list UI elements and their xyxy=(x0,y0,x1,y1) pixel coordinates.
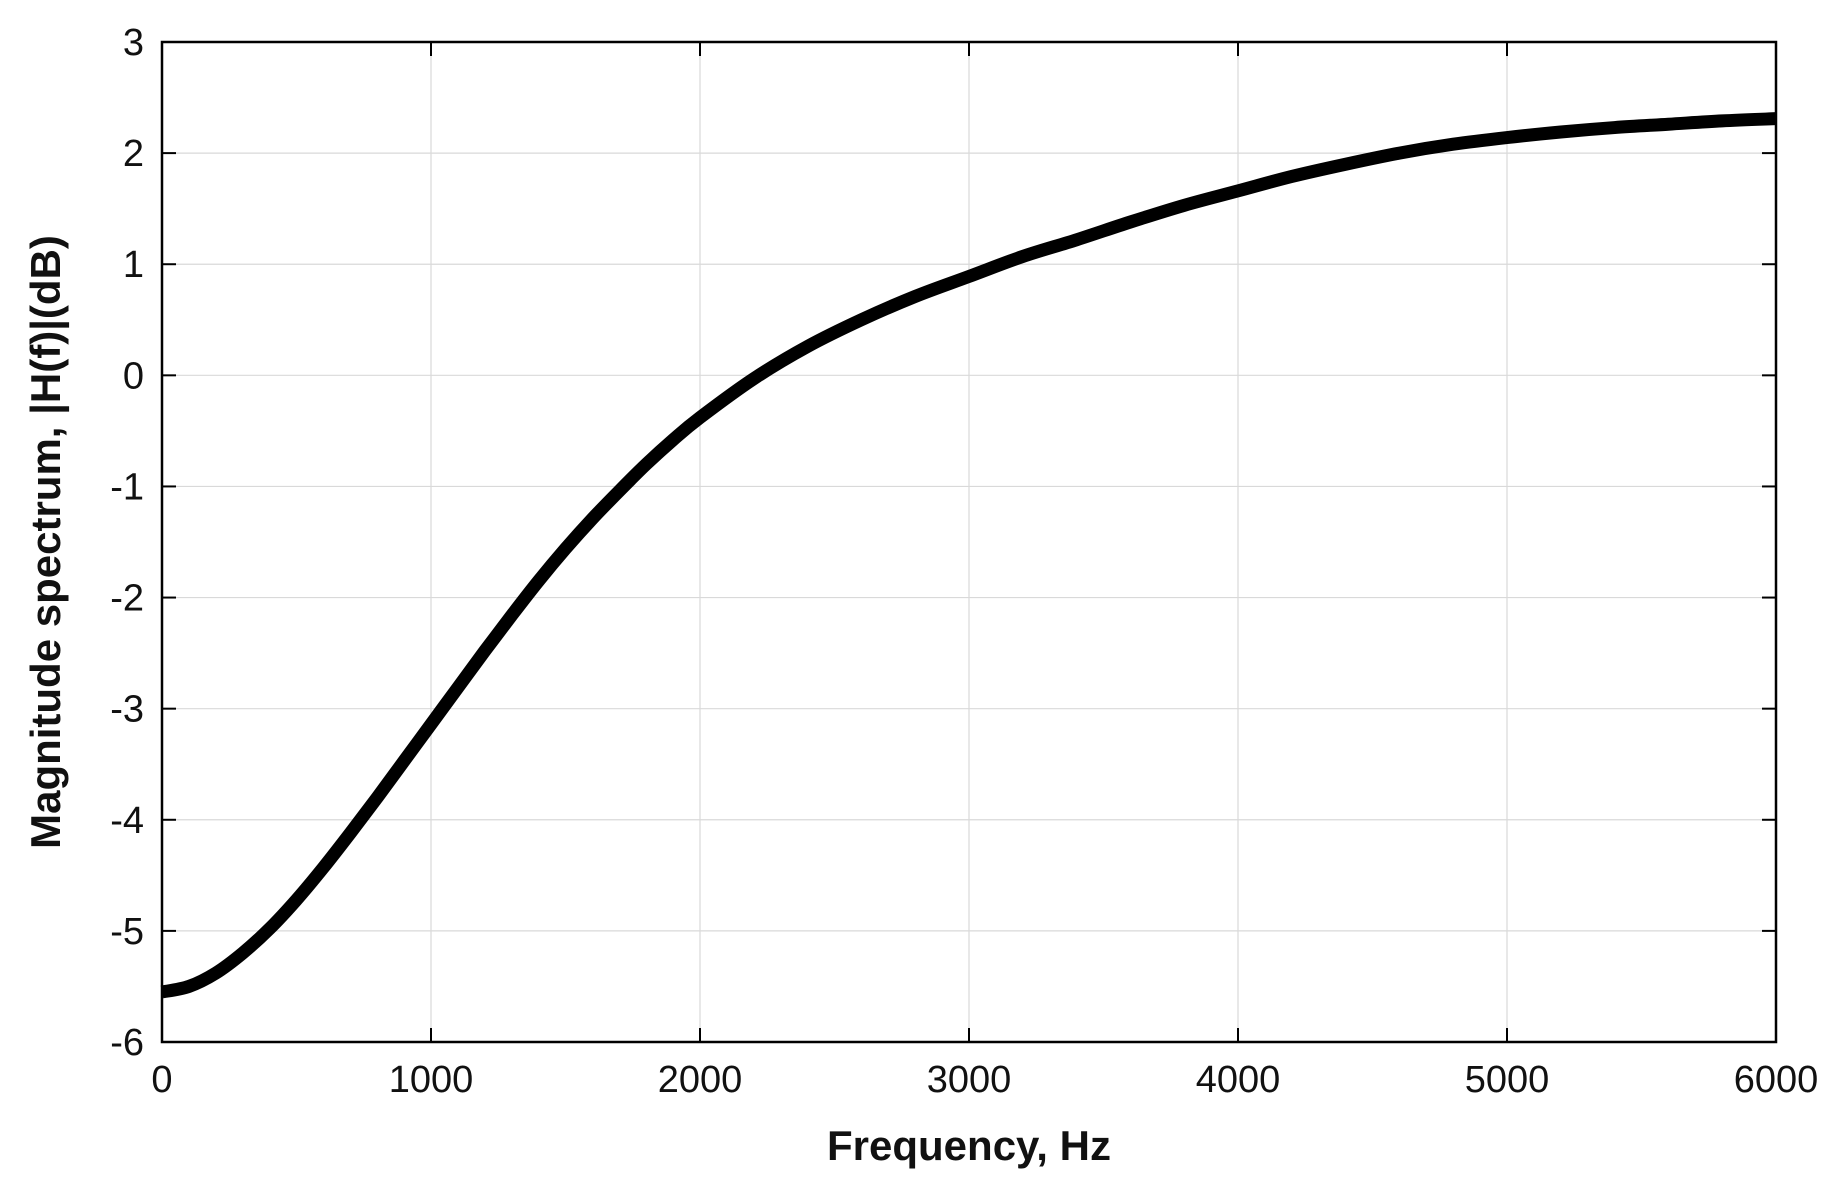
plot-area-frame xyxy=(160,40,1778,1044)
y-tick-label: 3 xyxy=(123,22,144,64)
y-tick-label: 1 xyxy=(123,244,144,286)
x-tick-label: 4000 xyxy=(1196,1059,1281,1101)
y-tick-label: -2 xyxy=(110,578,144,620)
grid-lines xyxy=(162,42,1776,1042)
tick-labels: 0 1000 2000 3000 4000 5000 6000 -6 -5 -4 -3 -2 -1 0 1 2… xyxy=(110,22,1818,1101)
y-tick-label: 2 xyxy=(123,133,144,175)
x-tick-label: 2000 xyxy=(658,1059,743,1101)
x-tick-label: 6000 xyxy=(1734,1059,1819,1101)
x-tick-label: 1000 xyxy=(389,1059,474,1101)
x-tick-label: 0 xyxy=(151,1059,172,1101)
y-tick-label: -1 xyxy=(110,466,144,508)
x-tick-label: 5000 xyxy=(1465,1059,1550,1101)
series-lines xyxy=(160,112,1777,999)
x-axis-title: Frequency, Hz xyxy=(827,1122,1111,1169)
y-axis-title: Magnitude spectrum, |H(f)|(dB) xyxy=(22,235,70,849)
x-tick-label: 3000 xyxy=(927,1059,1012,1101)
y-tick-label: -4 xyxy=(110,800,144,842)
y-tick-label: -5 xyxy=(110,911,144,953)
y-tick-label: -6 xyxy=(110,1022,144,1064)
series-line-0 xyxy=(160,112,1777,999)
y-tick-label: 0 xyxy=(123,355,144,397)
y-tick-label: -3 xyxy=(110,689,144,731)
